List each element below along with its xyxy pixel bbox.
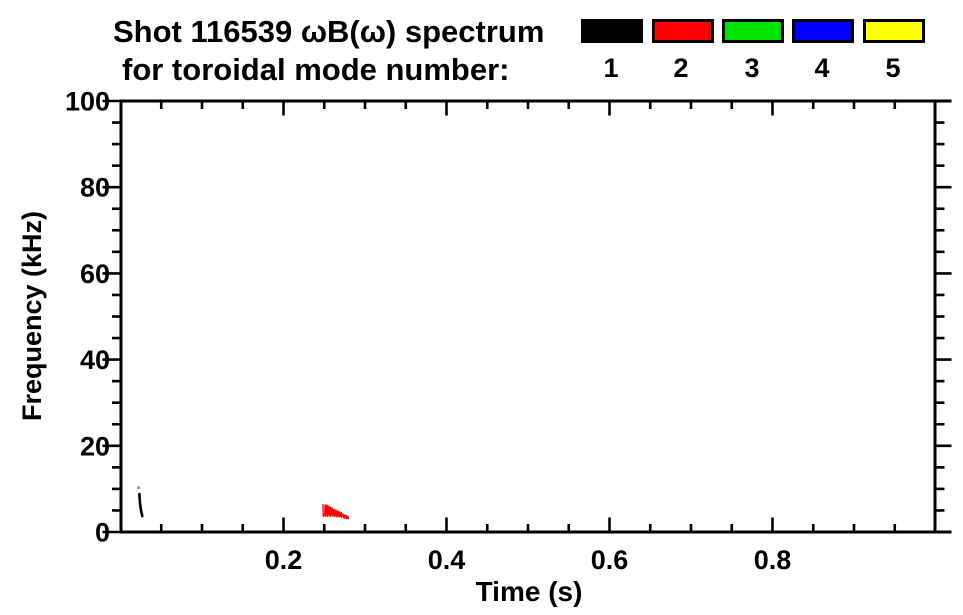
trace-point: [137, 486, 140, 490]
legend-mode-number: 3: [744, 53, 760, 83]
legend-swatch-4: [792, 19, 854, 43]
x-tick-label: 0.2: [265, 545, 303, 575]
trace-mode-n=2: [342, 513, 350, 520]
legend-swatch-5: [863, 19, 925, 43]
y-tick-label: 80: [80, 173, 110, 203]
legend-mode-number: 4: [814, 53, 830, 83]
chart-title-line1: Shot 116539 ωB(ω) spectrum: [113, 14, 545, 49]
y-tick-label: 60: [80, 259, 110, 289]
legend-swatch-1: [581, 19, 643, 43]
x-tick-label: 0.4: [428, 545, 466, 575]
y-tick-label: 0: [95, 518, 110, 548]
chart-title-line2: for toroidal mode number:: [122, 52, 510, 87]
trace-mode-n=2: [322, 503, 325, 518]
legend-mode-number: 1: [603, 53, 619, 83]
legend-swatch-2: [652, 19, 714, 43]
y-axis-title: Frequency (kHz): [17, 211, 47, 421]
trace-mode-n=2: [324, 504, 343, 518]
x-tick-label: 0.6: [591, 545, 629, 575]
x-tick-label: 0.8: [754, 545, 792, 575]
trace-mode-n=1: [138, 492, 144, 518]
legend-mode-number: 5: [885, 53, 901, 83]
y-tick-label: 20: [80, 431, 110, 461]
legend-swatch-3: [722, 19, 784, 43]
y-tick-label: 100: [65, 87, 110, 117]
legend-mode-number: 2: [673, 53, 689, 83]
x-axis-title: Time (s): [476, 576, 583, 607]
y-tick-label: 40: [80, 345, 110, 375]
